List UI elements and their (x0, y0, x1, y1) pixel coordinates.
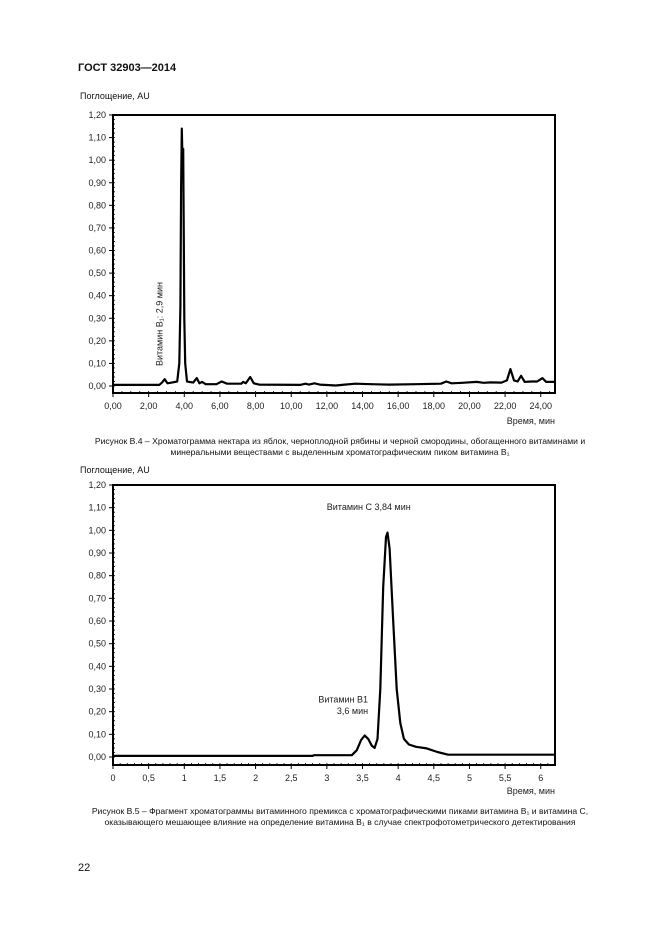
plot-frame (112, 484, 556, 766)
x-tick-label: 8,00 (247, 401, 265, 411)
x-tick-label: 14,00 (351, 401, 374, 411)
chromatogram-trace (113, 531, 555, 758)
x-tick-label: 1,5 (214, 773, 227, 783)
x-tick-label: 3 (324, 773, 329, 783)
x-tick-label: 2,00 (140, 401, 158, 411)
chromatogram-trace (113, 127, 555, 387)
y-tick-label: 0,50 (88, 639, 106, 649)
x-tick-label: 3,5 (356, 773, 369, 783)
y-tick-label: 1,10 (88, 133, 106, 143)
y-tick-label: 0,40 (88, 661, 106, 671)
y-tick-label: 0,30 (88, 684, 106, 694)
x-tick-label: 16,00 (387, 401, 410, 411)
x-axis-label: Время, мин (507, 786, 555, 796)
vitamin-c-peak-label: Витамин С 3,84 мин (327, 502, 411, 512)
x-tick-label: 0,5 (142, 773, 155, 783)
y-tick-label: 0,80 (88, 571, 106, 581)
y-tick-label: 0,00 (88, 381, 106, 391)
x-tick-label: 2,5 (285, 773, 298, 783)
x-tick-label: 5 (467, 773, 472, 783)
y-tick-label: 0,20 (88, 707, 106, 717)
vitamin-b1-peak-label: Витамин B1 (318, 695, 368, 705)
x-tick-label: 22,00 (494, 401, 517, 411)
x-axis-label: Время, мин (507, 416, 555, 426)
y-tick-label: 0,90 (88, 548, 106, 558)
y-tick-label: 0,70 (88, 223, 106, 233)
y-tick-label: 1,10 (88, 503, 106, 513)
page-number: 22 (78, 862, 91, 874)
x-tick-label: 4,00 (176, 401, 194, 411)
y-tick-label: 0,00 (88, 752, 106, 762)
y-tick-label: 0,60 (88, 246, 106, 256)
y-tick-label: 1,20 (88, 480, 106, 490)
y-tick-label: 0,50 (88, 268, 106, 278)
vitamin-b1-peak-label: 3,6 мин (337, 706, 368, 716)
x-tick-label: 18,00 (423, 401, 446, 411)
figure-b5-caption: Рисунок В.5 – Фрагмент хроматограммы вит… (91, 806, 589, 827)
x-tick-label: 6,00 (211, 401, 229, 411)
y-tick-label: 0,10 (88, 358, 106, 368)
x-tick-label: 12,00 (316, 401, 339, 411)
y-tick-label: 0,30 (88, 313, 106, 323)
x-tick-label: 10,00 (280, 401, 303, 411)
y-tick-label: 0,20 (88, 336, 106, 346)
x-tick-label: 0,00 (104, 401, 122, 411)
chart1-y-axis-label: Поглощение, AU (80, 91, 150, 101)
vitamin-b1-peak-label: Витамин B₁: 2,9 мин (155, 282, 165, 366)
y-tick-label: 0,80 (88, 200, 106, 210)
x-tick-label: 20,00 (458, 401, 481, 411)
x-tick-label: 24,00 (529, 401, 552, 411)
y-tick-label: 0,40 (88, 291, 106, 301)
y-tick-label: 0,10 (88, 729, 106, 739)
plot-frame (112, 114, 556, 394)
x-tick-label: 4,5 (428, 773, 441, 783)
y-tick-label: 0,60 (88, 616, 106, 626)
x-tick-label: 1 (182, 773, 187, 783)
x-tick-label: 4 (396, 773, 401, 783)
x-tick-label: 6 (538, 773, 543, 783)
x-tick-label: 5,5 (499, 773, 512, 783)
y-tick-label: 1,00 (88, 155, 106, 165)
x-tick-label: 0 (110, 773, 115, 783)
y-tick-label: 0,90 (88, 178, 106, 188)
document-header: ГОСТ 32903—2014 (78, 62, 177, 74)
figure-b4-caption: Рисунок В.4 – Хроматограмма нектара из я… (94, 436, 586, 457)
y-tick-label: 1,00 (88, 525, 106, 535)
x-tick-label: 2 (253, 773, 258, 783)
y-tick-label: 1,20 (88, 110, 106, 120)
chart2-y-axis-label: Поглощение, AU (80, 465, 150, 475)
y-tick-label: 0,70 (88, 593, 106, 603)
